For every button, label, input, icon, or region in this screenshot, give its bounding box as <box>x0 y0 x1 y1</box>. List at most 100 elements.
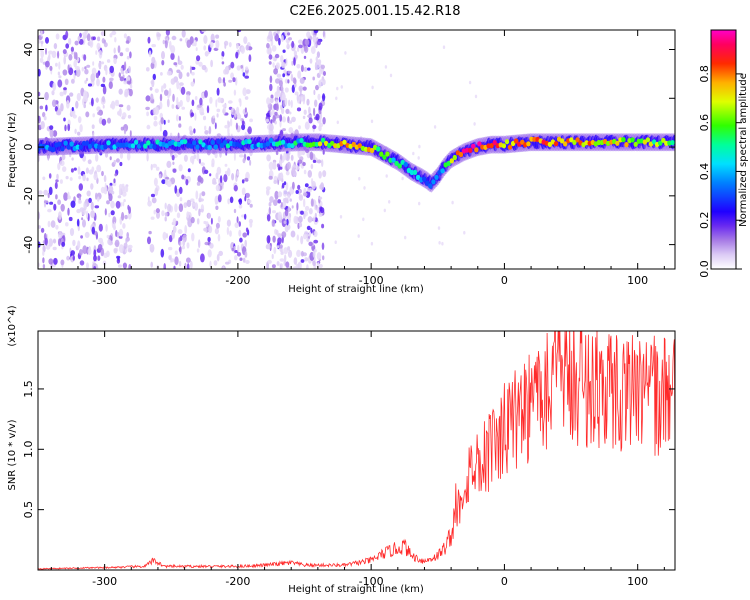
noise-point <box>89 39 94 48</box>
noise-point <box>82 32 87 37</box>
noise-point <box>186 94 190 103</box>
ridge-point <box>201 142 206 148</box>
noise-point <box>334 240 337 244</box>
noise-point <box>96 78 100 87</box>
ridge-point <box>633 141 638 147</box>
noise-point <box>179 246 182 255</box>
noise-point <box>196 248 200 253</box>
noise-point <box>247 199 252 204</box>
noise-point <box>307 67 311 71</box>
noise-point <box>244 75 249 79</box>
noise-point <box>307 114 312 118</box>
noise-point <box>186 257 191 264</box>
noise-point <box>276 163 280 168</box>
noise-point <box>235 51 239 59</box>
noise-point <box>226 219 231 227</box>
noise-point <box>306 238 310 242</box>
noise-point <box>318 110 322 115</box>
noise-point <box>299 87 302 96</box>
noise-point <box>284 87 289 93</box>
noise-point <box>302 86 307 91</box>
noise-point <box>370 119 374 124</box>
noise-point <box>308 106 311 115</box>
noise-point <box>225 261 230 265</box>
noise-point <box>235 77 238 86</box>
noise-point <box>313 89 316 96</box>
noise-point <box>312 260 316 267</box>
ridge-point <box>449 158 454 164</box>
noise-point <box>298 222 303 228</box>
noise-point <box>227 167 231 177</box>
noise-point <box>98 223 103 232</box>
noise-point <box>371 85 374 90</box>
noise-point <box>62 69 68 76</box>
ridge-point <box>615 140 620 146</box>
noise-point <box>310 164 314 169</box>
noise-point <box>172 161 175 165</box>
ridge-point <box>219 142 225 148</box>
noise-point <box>303 66 308 72</box>
noise-point <box>48 258 54 265</box>
noise-point <box>383 208 386 213</box>
noise-point <box>212 115 215 119</box>
noise-point <box>79 124 83 133</box>
noise-point <box>167 119 170 124</box>
noise-point <box>283 247 289 255</box>
noise-point <box>146 153 149 162</box>
noise-point <box>268 175 273 180</box>
noise-point <box>64 78 69 86</box>
noise-point <box>219 175 223 184</box>
noise-point <box>153 115 158 121</box>
noise-point <box>302 162 306 166</box>
ridge-point <box>75 144 81 150</box>
ridge-point <box>290 143 295 149</box>
noise-point <box>125 237 128 244</box>
noise-point <box>118 264 122 268</box>
x-tick-label: 0 <box>501 274 508 287</box>
noise-point <box>156 211 160 219</box>
noise-point <box>474 94 478 99</box>
noise-point <box>91 226 96 235</box>
noise-point <box>148 230 152 235</box>
noise-point <box>215 40 220 49</box>
noise-point <box>296 94 299 102</box>
noise-point <box>63 87 67 91</box>
noise-point <box>47 154 50 161</box>
noise-point <box>164 169 167 177</box>
noise-point <box>322 255 325 261</box>
noise-point <box>215 222 220 229</box>
noise-point <box>126 80 132 85</box>
noise-point <box>171 231 176 240</box>
noise-point <box>113 159 117 165</box>
noise-point <box>249 221 253 228</box>
noise-point <box>248 54 252 62</box>
noise-point <box>296 64 301 69</box>
noise-point <box>38 68 41 77</box>
noise-point <box>300 64 304 72</box>
noise-point <box>323 71 326 76</box>
noise-point <box>286 161 291 170</box>
ridge-point <box>192 140 197 146</box>
ridge-point <box>391 157 396 163</box>
ridge-point <box>268 137 274 144</box>
noise-point <box>112 181 117 187</box>
noise-point <box>297 70 302 79</box>
ridge-point <box>330 140 335 146</box>
noise-point <box>221 51 225 58</box>
ridge-point <box>513 138 519 144</box>
noise-point <box>150 261 153 268</box>
noise-point <box>76 92 81 102</box>
noise-point <box>172 93 175 102</box>
noise-point <box>316 206 320 214</box>
noise-point <box>58 61 61 70</box>
noise-point <box>315 204 318 209</box>
noise-point <box>280 172 283 179</box>
noise-point <box>288 127 294 134</box>
noise-point <box>146 124 151 130</box>
noise-point <box>107 239 111 245</box>
noise-point <box>290 73 294 82</box>
noise-point <box>438 241 441 245</box>
noise-point <box>303 55 307 60</box>
noise-point <box>126 232 129 239</box>
